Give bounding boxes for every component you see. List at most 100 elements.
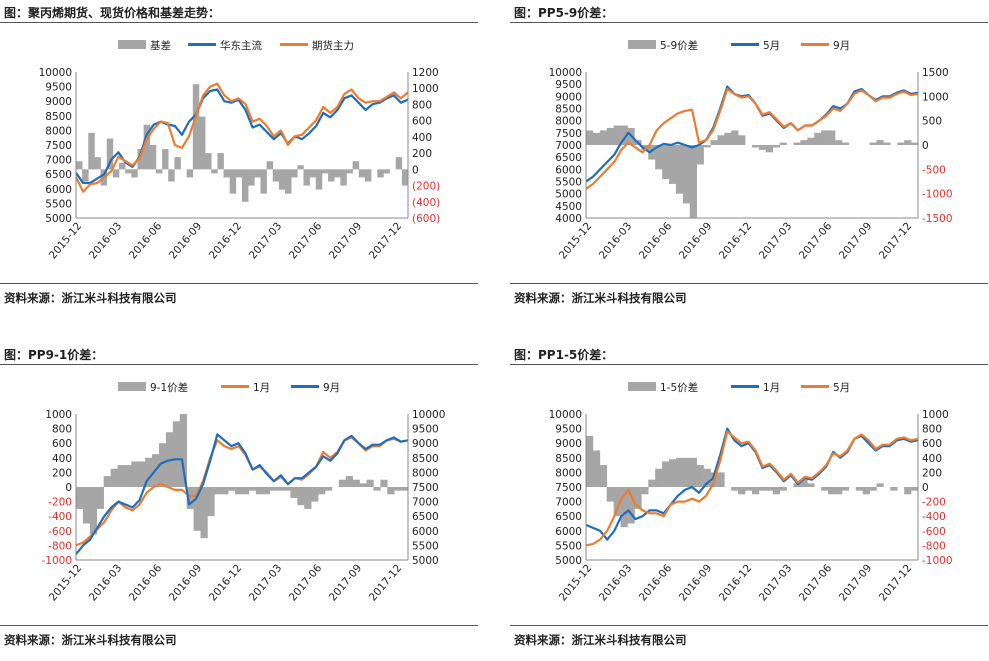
left-tick-label: -600	[48, 526, 72, 538]
x-tick-label: 2017-06	[287, 220, 325, 262]
spread-bar	[278, 169, 286, 190]
spread-bar	[620, 487, 628, 528]
spread-bar	[669, 145, 677, 184]
x-tick-label: 2017-09	[327, 220, 364, 261]
spread-bar	[285, 169, 292, 194]
spread-bar	[765, 487, 774, 491]
right-tick-label: 1000	[412, 83, 439, 95]
left-tick-label: 10000	[549, 409, 582, 421]
spread-bar	[890, 487, 898, 491]
spread-bar	[345, 476, 353, 487]
legend-swatch-bar	[628, 382, 656, 391]
spread-bar	[131, 461, 139, 487]
spread-bar	[828, 487, 836, 495]
spread-bar	[112, 169, 120, 178]
legend-label-1: 1月	[253, 382, 270, 394]
left-tick-label: 200	[52, 467, 72, 479]
spread-bar	[89, 487, 98, 535]
spread-bar	[214, 487, 222, 495]
right-tick-label: 0	[412, 164, 419, 176]
spread-bar	[703, 468, 711, 487]
spread-bar	[793, 483, 801, 487]
left-tick-label: 6000	[45, 184, 72, 196]
spread-bar	[613, 487, 621, 517]
legend-swatch-bar	[118, 40, 146, 49]
right-tick-label: (600)	[412, 213, 440, 225]
right-tick-label: 800	[922, 424, 942, 436]
spread-bar	[599, 130, 608, 145]
left-tick-label: 800	[52, 424, 72, 436]
left-tick-label: 6000	[555, 526, 582, 538]
chart-title: 图：PP5-9价差：	[514, 6, 614, 20]
left-tick-label: 5000	[555, 555, 582, 567]
spread-bar	[82, 487, 91, 524]
spread-bar	[131, 169, 138, 178]
left-tick-label: 5000	[45, 213, 72, 225]
spread-bar	[689, 457, 697, 487]
spread-bar	[779, 142, 787, 145]
spread-bar	[634, 487, 642, 509]
left-tick-label: 9500	[555, 79, 582, 91]
spread-bar	[119, 162, 126, 170]
spread-bar	[807, 483, 815, 487]
x-tick-label: 2016-12	[717, 562, 754, 603]
spread-bar	[765, 145, 774, 153]
source-note: 资料来源：浙江米斗科技有限公司	[4, 633, 177, 647]
legend: 9-1价差 1月 9月	[118, 381, 340, 394]
spread-bar	[82, 169, 89, 182]
divider	[510, 364, 988, 365]
legend-label-2: 9月	[833, 40, 850, 52]
legend: 基差 华东主流 期货主力	[118, 39, 354, 52]
x-tick-label: 2016-12	[717, 220, 754, 261]
spread-bar	[641, 145, 649, 150]
legend-label-0: 5-9价差	[660, 39, 698, 52]
left-tick-label: -200	[48, 497, 72, 509]
left-tick-label: 8500	[45, 111, 72, 123]
left-tick-label: 7500	[45, 140, 72, 152]
x-tick-label: 2017-03	[757, 220, 794, 261]
spread-bar	[124, 465, 132, 487]
spread-bar	[364, 169, 372, 182]
x-tick-label: 2017-03	[247, 220, 284, 261]
left-tick-label: -800	[48, 540, 72, 552]
spread-bar	[752, 487, 760, 495]
chart-title: 图：PP1-5价差：	[514, 348, 614, 362]
spread-bars	[586, 125, 919, 218]
spread-bar	[772, 145, 780, 148]
spread-bar	[149, 145, 157, 170]
spread-bar	[276, 487, 284, 491]
right-tick-label: 0	[922, 482, 929, 494]
spread-bar	[340, 169, 347, 186]
source-note: 资料来源：浙江米斗科技有限公司	[514, 291, 687, 305]
x-tick-label: 2016-03	[597, 220, 634, 261]
spread-bar	[758, 487, 767, 491]
right-tick-label: 5500	[412, 540, 439, 552]
spread-bar	[745, 487, 753, 491]
x-tick-label: 2016-12	[207, 220, 244, 261]
divider	[510, 625, 988, 626]
divider	[0, 283, 478, 284]
chart-panel-pp1-5: 图：PP1-5价差： 1-5价差 1月 5月 10000 9500 9000 8500 800…	[510, 346, 988, 661]
right-tick-label: 200	[412, 148, 432, 160]
spread-bar	[606, 487, 614, 502]
spread-bar	[248, 487, 257, 491]
spread-bar	[174, 157, 181, 170]
series-line-华东主流	[75, 88, 409, 185]
spread-bar	[383, 169, 390, 174]
spread-bar	[179, 414, 187, 487]
divider	[0, 364, 478, 365]
spread-bar	[325, 487, 333, 491]
spread-bar	[613, 125, 621, 145]
right-tick-label: -800	[922, 540, 946, 552]
spread-bar	[76, 487, 84, 509]
spread-bar	[334, 169, 341, 178]
left-tick-label: 7000	[555, 497, 582, 509]
x-tick-label: 2015-12	[47, 562, 84, 603]
left-tick-label: 400	[52, 453, 72, 465]
spread-bar	[221, 487, 229, 495]
right-tick-label: 600	[922, 438, 942, 450]
spread-bar	[352, 161, 360, 170]
spread-bar	[137, 149, 144, 170]
spread-bar	[373, 487, 381, 491]
legend: 1-5价差 1月 5月	[628, 381, 850, 394]
